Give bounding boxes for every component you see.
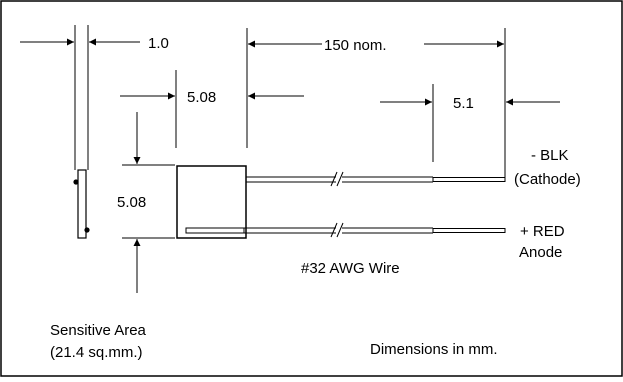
side-dot-bottom [84,227,90,233]
chip-width-label: 5.08 [187,89,216,106]
units-note: Dimensions in mm. [370,341,498,358]
chip-front-view [176,165,247,239]
cathode-stripped-wire [432,177,506,182]
chip-body [176,165,247,239]
chip-height-label: 5.08 [117,194,146,211]
strip-length-label: 5.1 [453,95,474,112]
lead-length-dimension: 150 nom. [248,28,506,178]
side-dot-top [73,179,79,185]
anode-label-line1: + RED [520,223,565,240]
anode-stripped-wire [432,228,506,233]
anode-tab [185,227,245,234]
chip-side-profile [77,169,87,239]
chip-height-dimension: 5.08 [117,112,175,293]
side-view: 1.0 [20,25,169,239]
anode-lead [244,222,506,238]
anode-label-line2: Anode [519,244,562,261]
wire-gauge-label: #32 AWG Wire [301,260,400,277]
thickness-label: 1.0 [148,35,169,52]
cathode-break-mark [330,171,344,187]
cathode-label-line2: (Cathode) [514,171,581,188]
cathode-label-line1: - BLK [531,147,569,164]
chip-width-dimension: 5.08 [120,28,304,148]
anode-break-mark [330,222,344,238]
cathode-lead [246,171,506,187]
sensitive-area-line2: (21.4 sq.mm.) [50,344,143,361]
lead-length-label: 150 nom. [324,37,387,54]
strip-length-dimension: 5.1 [380,84,560,162]
sensitive-area-line1: Sensitive Area [50,322,147,339]
